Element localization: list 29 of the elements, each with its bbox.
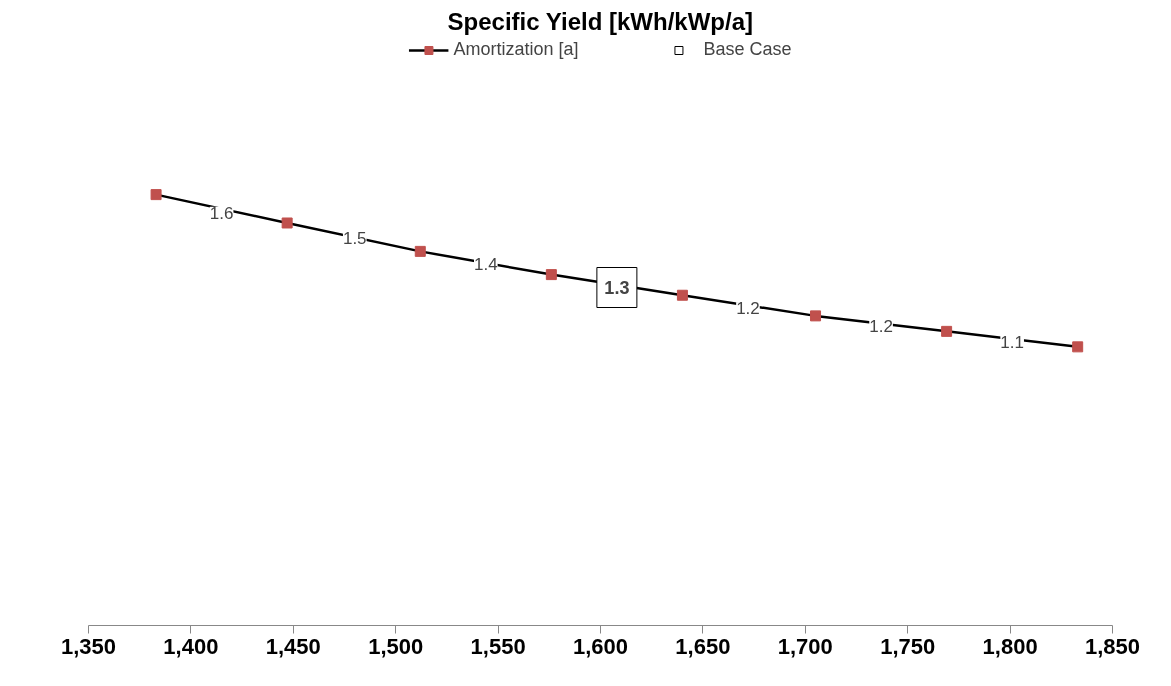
data-label: 1.5 [342, 229, 367, 249]
data-label: 1.1 [1000, 332, 1024, 352]
data-label: 1.2 [736, 299, 760, 319]
x-tick-label: 1,450 [265, 633, 321, 659]
point [281, 217, 293, 229]
x-tick-label: 1,850 [1084, 633, 1141, 659]
x-tick-label: 1,350 [60, 633, 117, 659]
point [810, 310, 822, 322]
data-label: 1.4 [474, 255, 498, 275]
data-label: 1.3 [604, 278, 630, 298]
x-tick-label: 1,750 [880, 633, 936, 659]
x-tick-label: 1,400 [163, 633, 219, 659]
chart-title: Specific Yield [kWh/kWp/a] [447, 7, 753, 35]
x-tick-label: 1,500 [368, 633, 424, 659]
x-tick-label: 1,600 [572, 633, 629, 659]
data-label: 1.6 [209, 203, 234, 223]
x-tick-label: 1,650 [675, 633, 731, 659]
data-label: 1.2 [869, 317, 893, 337]
point [150, 189, 162, 201]
legend-label: Amortization [a] [453, 39, 579, 60]
x-tick-label: 1,800 [982, 633, 1038, 659]
x-tick-label: 1,550 [470, 633, 526, 659]
point [414, 245, 426, 257]
point [676, 289, 688, 301]
x-tick-label: 1,700 [777, 633, 833, 659]
legend-label: Base Case [703, 39, 792, 60]
point [941, 325, 953, 337]
point [1072, 341, 1084, 353]
point [545, 269, 557, 281]
